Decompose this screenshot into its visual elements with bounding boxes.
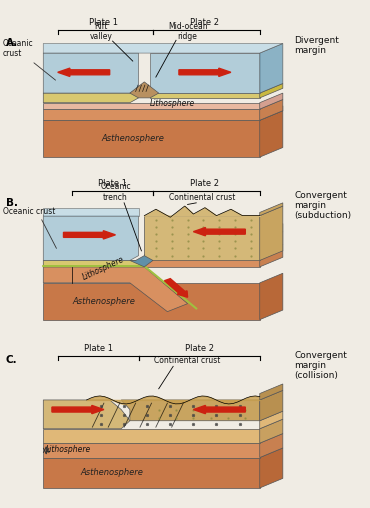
Text: Plate 2: Plate 2 xyxy=(191,179,219,188)
Polygon shape xyxy=(260,111,283,157)
Text: Divergent
margin: Divergent margin xyxy=(294,36,339,55)
Polygon shape xyxy=(121,400,260,421)
Polygon shape xyxy=(43,283,260,320)
Polygon shape xyxy=(43,400,130,429)
Polygon shape xyxy=(43,208,138,215)
Text: Convergent
margin
(subduction): Convergent margin (subduction) xyxy=(294,190,351,220)
Text: Continental crust: Continental crust xyxy=(154,356,221,365)
Polygon shape xyxy=(260,411,283,429)
Polygon shape xyxy=(260,44,283,93)
Polygon shape xyxy=(144,215,260,261)
Text: Mid-ocean
ridge: Mid-ocean ridge xyxy=(168,22,208,42)
FancyArrow shape xyxy=(194,405,245,414)
Polygon shape xyxy=(260,203,283,215)
Text: B.: B. xyxy=(6,198,17,208)
Polygon shape xyxy=(43,44,283,53)
Polygon shape xyxy=(150,93,260,98)
Text: Oceanic
trench: Oceanic trench xyxy=(100,182,131,202)
Polygon shape xyxy=(260,390,283,421)
Polygon shape xyxy=(43,120,260,157)
Polygon shape xyxy=(260,273,283,320)
Polygon shape xyxy=(130,82,159,98)
Text: Asthenosphere: Asthenosphere xyxy=(72,297,135,306)
Polygon shape xyxy=(260,384,283,400)
Text: Plate 1: Plate 1 xyxy=(98,179,127,188)
Text: Plate 2: Plate 2 xyxy=(191,18,219,27)
Polygon shape xyxy=(150,53,260,93)
FancyArrow shape xyxy=(64,231,115,239)
Polygon shape xyxy=(260,419,283,443)
Polygon shape xyxy=(43,53,138,93)
Polygon shape xyxy=(260,206,283,261)
Polygon shape xyxy=(43,215,138,261)
Polygon shape xyxy=(260,83,283,98)
FancyArrow shape xyxy=(52,405,104,414)
Polygon shape xyxy=(43,93,138,103)
Polygon shape xyxy=(43,103,260,109)
Polygon shape xyxy=(260,448,283,488)
Polygon shape xyxy=(144,254,260,267)
Text: Continental crust: Continental crust xyxy=(169,193,235,202)
Polygon shape xyxy=(43,458,260,488)
Polygon shape xyxy=(130,256,153,267)
Polygon shape xyxy=(260,244,283,267)
Polygon shape xyxy=(260,93,283,109)
Polygon shape xyxy=(260,100,283,120)
Polygon shape xyxy=(260,106,283,120)
Text: A.: A. xyxy=(6,38,18,48)
Text: Lithosphere: Lithosphere xyxy=(46,445,91,454)
Text: C.: C. xyxy=(6,355,17,365)
Polygon shape xyxy=(43,109,260,120)
Text: Plate 2: Plate 2 xyxy=(185,344,213,353)
Polygon shape xyxy=(43,267,188,312)
Text: Lithosphere: Lithosphere xyxy=(150,99,195,108)
Polygon shape xyxy=(260,433,283,458)
Polygon shape xyxy=(43,429,260,443)
Polygon shape xyxy=(43,443,260,458)
FancyArrow shape xyxy=(58,68,110,76)
Text: Lithosphere: Lithosphere xyxy=(81,255,126,281)
FancyArrow shape xyxy=(194,228,245,236)
Text: Convergent
margin
(collision): Convergent margin (collision) xyxy=(294,351,347,380)
Text: Oceanic crust: Oceanic crust xyxy=(3,207,55,216)
Text: Rift
valley: Rift valley xyxy=(90,22,112,42)
FancyArrow shape xyxy=(179,68,231,76)
Text: Asthenosphere: Asthenosphere xyxy=(101,134,164,143)
Polygon shape xyxy=(260,224,283,241)
Polygon shape xyxy=(260,232,283,254)
Text: Plate 1: Plate 1 xyxy=(90,18,118,27)
Text: Plate 1: Plate 1 xyxy=(84,344,112,353)
Text: Asthenosphere: Asthenosphere xyxy=(81,468,144,477)
Text: Oceanic
crust: Oceanic crust xyxy=(3,39,34,58)
Polygon shape xyxy=(43,261,144,267)
FancyArrow shape xyxy=(165,278,188,297)
